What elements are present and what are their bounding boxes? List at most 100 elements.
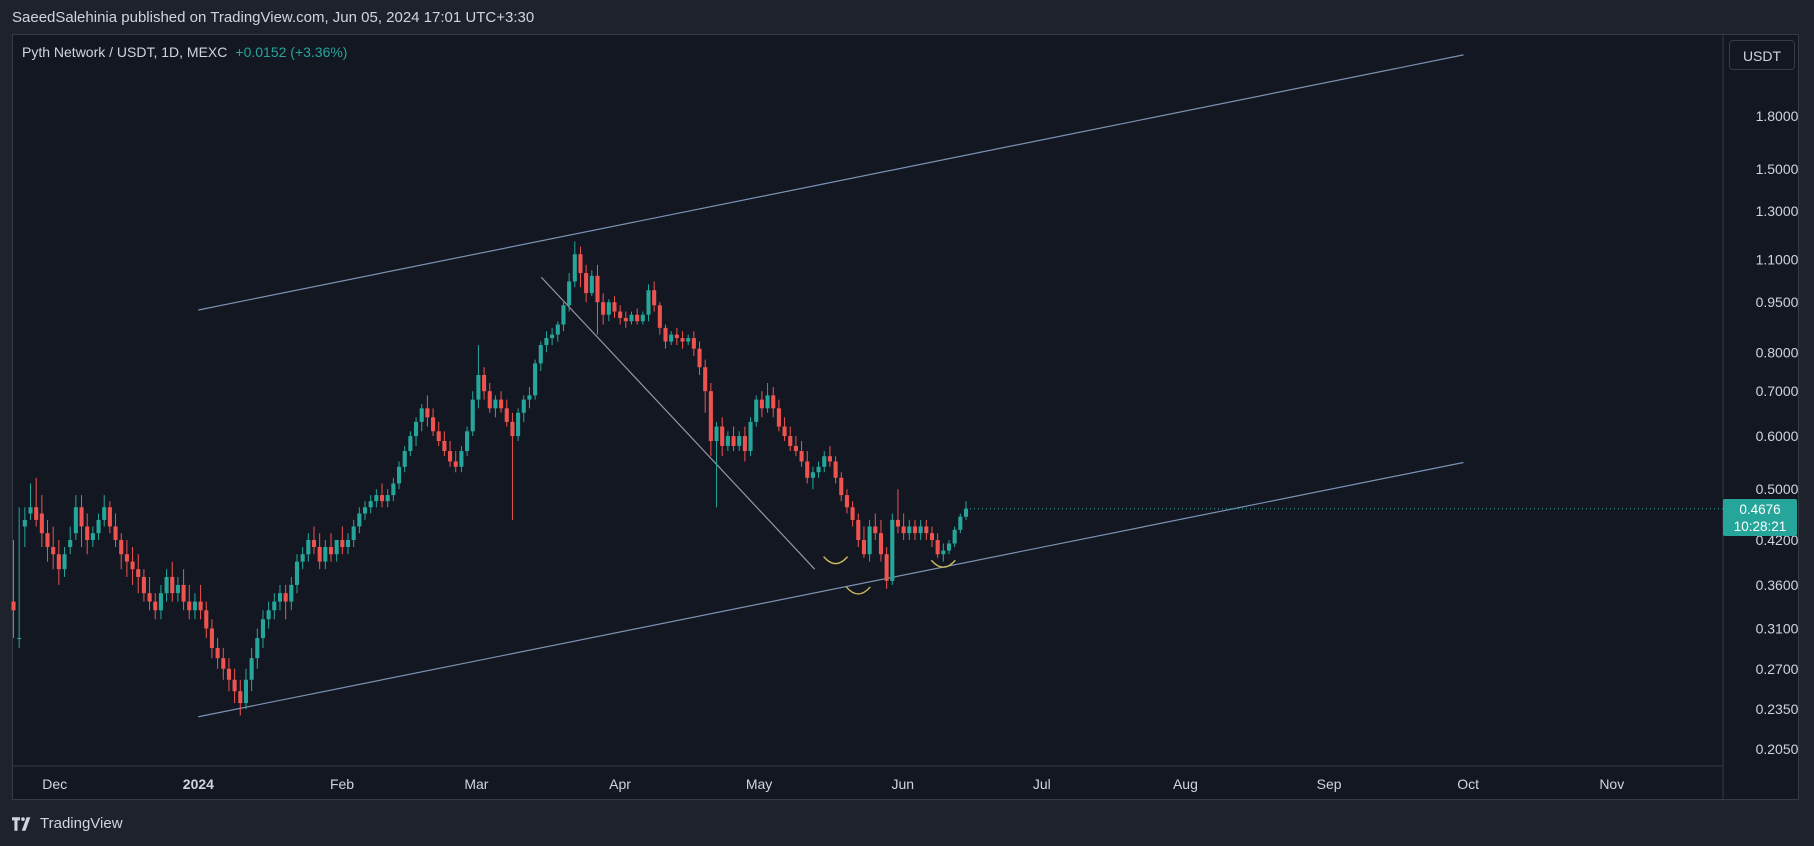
candle-body bbox=[368, 501, 373, 508]
candle-body bbox=[362, 507, 368, 514]
candle-body bbox=[754, 399, 759, 422]
candle-body bbox=[164, 576, 169, 594]
candle-body bbox=[782, 426, 787, 437]
candle-body bbox=[68, 540, 73, 548]
candle-body bbox=[941, 550, 946, 555]
candle-body bbox=[465, 431, 470, 452]
candle-body bbox=[175, 584, 180, 594]
candle-body bbox=[209, 628, 214, 648]
currency-button[interactable]: USDT bbox=[1729, 40, 1795, 70]
candle-body bbox=[147, 593, 152, 602]
chart-frame bbox=[12, 34, 1799, 800]
candle-body bbox=[425, 408, 430, 418]
candle-body bbox=[448, 451, 453, 462]
candle-body bbox=[589, 275, 594, 294]
candle-body bbox=[113, 526, 118, 541]
candle-body bbox=[493, 399, 498, 409]
candle-body bbox=[963, 508, 969, 517]
candle-body bbox=[306, 540, 311, 555]
y-tick-label: 1.5000 bbox=[1756, 161, 1799, 177]
candle-body bbox=[470, 399, 475, 432]
candle-body bbox=[578, 254, 583, 274]
candle-body bbox=[45, 533, 50, 548]
candle-body bbox=[351, 526, 356, 541]
candle-body bbox=[635, 314, 640, 322]
last-price-tag: 0.4676 10:28:21 bbox=[1723, 499, 1797, 536]
candle-body bbox=[737, 436, 742, 446]
candle-body bbox=[62, 554, 67, 570]
candle-body bbox=[453, 461, 458, 467]
candle-body bbox=[550, 334, 555, 339]
y-tick-label: 0.4200 bbox=[1756, 532, 1799, 548]
pattern-arc bbox=[823, 556, 849, 565]
candle-body bbox=[771, 395, 776, 409]
candle-body bbox=[697, 348, 702, 368]
channel-lower-line bbox=[198, 461, 1464, 718]
candle-body bbox=[827, 456, 832, 462]
candle-body bbox=[221, 658, 226, 669]
candle-body bbox=[555, 324, 560, 335]
candle-body bbox=[158, 593, 163, 611]
tradingview-logo-icon bbox=[12, 816, 31, 831]
candle-body bbox=[459, 451, 464, 467]
candle-body bbox=[533, 363, 538, 396]
candle-body bbox=[119, 540, 124, 555]
candle-body bbox=[181, 584, 186, 602]
last-price: 0.4676 bbox=[1739, 502, 1781, 517]
candle-body bbox=[317, 547, 322, 562]
y-tick-label: 1.3000 bbox=[1756, 203, 1799, 219]
candle-body bbox=[442, 440, 447, 452]
candle-body bbox=[720, 426, 725, 446]
candle-body bbox=[374, 495, 379, 502]
candle-body bbox=[623, 317, 628, 322]
candle-body bbox=[379, 495, 385, 502]
x-tick-label: 2024 bbox=[183, 776, 214, 792]
candle-body bbox=[669, 334, 674, 342]
candle-body bbox=[708, 391, 713, 441]
candle-body bbox=[606, 302, 611, 315]
candle-body bbox=[255, 638, 260, 659]
y-tick-label: 0.6000 bbox=[1756, 428, 1799, 444]
candle-body bbox=[300, 554, 305, 562]
candle-body bbox=[482, 374, 487, 392]
candle-body bbox=[153, 601, 158, 611]
candle-body bbox=[714, 426, 719, 441]
candle-body bbox=[946, 543, 952, 551]
candle-body bbox=[419, 408, 424, 422]
candle-body bbox=[391, 483, 396, 496]
candle-body bbox=[102, 507, 107, 520]
candle-body bbox=[748, 421, 753, 452]
candle-body bbox=[663, 327, 668, 342]
candle-body bbox=[567, 281, 572, 306]
candle-body bbox=[816, 466, 821, 473]
footer-brand-label: TradingView bbox=[40, 815, 123, 832]
candle-body bbox=[277, 593, 283, 602]
candle-body bbox=[873, 526, 878, 534]
x-tick-label: Jul bbox=[1033, 776, 1051, 792]
candle-body bbox=[340, 540, 345, 548]
candle-body bbox=[198, 601, 203, 611]
y-tick-label: 1.1000 bbox=[1756, 251, 1799, 267]
candle-body bbox=[895, 519, 901, 527]
candle-body bbox=[584, 273, 589, 294]
candle-body bbox=[28, 507, 33, 514]
candle-body bbox=[629, 314, 634, 322]
candle-body bbox=[561, 305, 566, 325]
candle-body bbox=[657, 305, 662, 328]
x-tick-label: Oct bbox=[1457, 776, 1479, 792]
candle-body bbox=[141, 576, 146, 594]
candle-body bbox=[39, 513, 44, 534]
candle-body bbox=[96, 519, 101, 534]
bar-countdown: 10:28:21 bbox=[1733, 519, 1787, 534]
candle-body bbox=[521, 399, 526, 413]
candle-body bbox=[805, 461, 810, 478]
candle-body bbox=[691, 338, 696, 349]
candle-body bbox=[731, 436, 736, 446]
candle-body bbox=[618, 311, 623, 318]
candle-body bbox=[334, 540, 339, 555]
y-tick-label: 0.3100 bbox=[1756, 621, 1799, 637]
pattern-arc bbox=[930, 559, 956, 568]
candle-body bbox=[765, 395, 770, 409]
candle-body bbox=[595, 275, 600, 303]
